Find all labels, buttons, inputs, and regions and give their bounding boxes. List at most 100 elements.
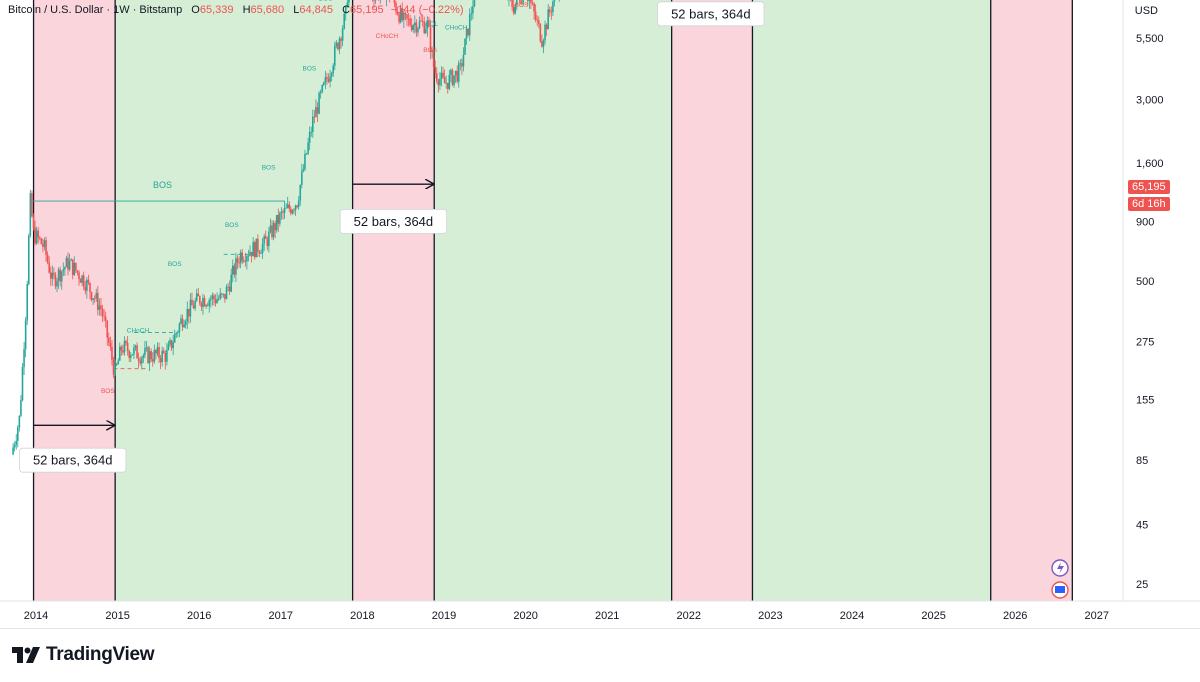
candle-body <box>164 353 167 362</box>
time-tick-label: 2017 <box>269 610 293 622</box>
candle <box>319 89 322 99</box>
candle-body <box>62 269 65 272</box>
candle <box>103 308 105 322</box>
candle <box>329 69 331 88</box>
candle <box>431 46 433 59</box>
candle-body <box>213 295 215 300</box>
candle-body <box>285 207 287 209</box>
candle <box>296 204 298 209</box>
candle <box>122 344 124 356</box>
candle <box>194 297 196 311</box>
candle-body <box>134 345 137 348</box>
price-tick-label: 1,600 <box>1136 158 1164 170</box>
candle <box>297 196 300 210</box>
candle <box>97 285 99 316</box>
candle <box>263 233 265 252</box>
candle-body <box>147 347 149 363</box>
candle <box>332 63 335 77</box>
candle-body <box>120 346 123 351</box>
candle <box>250 251 253 263</box>
candle <box>46 251 49 265</box>
candle <box>451 68 454 87</box>
candle <box>305 152 308 155</box>
candle-body <box>453 75 455 86</box>
candle-body <box>51 272 54 279</box>
candle-body <box>210 299 212 301</box>
candle-body <box>277 215 280 224</box>
cycle-zone-bull <box>752 0 991 601</box>
candle <box>45 236 47 262</box>
candle <box>247 249 250 262</box>
candle <box>236 255 239 270</box>
candle <box>217 295 220 302</box>
candle-body <box>341 28 344 41</box>
candle-body <box>166 349 168 362</box>
candle <box>134 344 137 351</box>
candle <box>282 209 284 220</box>
candle <box>512 0 515 16</box>
tradingview-logo[interactable]: TradingView <box>12 644 155 666</box>
candle-body <box>60 271 63 282</box>
candle <box>18 415 21 432</box>
candle-body <box>65 257 68 268</box>
candle <box>280 207 283 220</box>
candle-body <box>56 280 58 287</box>
candle <box>51 265 54 286</box>
time-tick-label: 2024 <box>840 610 864 622</box>
candle-body <box>282 211 284 213</box>
time-tick-label: 2020 <box>513 610 537 622</box>
candle-body <box>539 23 542 42</box>
candle <box>203 295 206 307</box>
candle-body <box>299 184 302 201</box>
candle <box>183 320 185 329</box>
candle <box>553 0 556 7</box>
candle <box>511 0 513 12</box>
candle <box>173 329 176 343</box>
candle-body <box>235 258 237 275</box>
candle-body <box>239 252 242 264</box>
candle-body <box>393 0 396 3</box>
candle-body <box>399 8 402 23</box>
candle-body <box>319 91 322 94</box>
candle-body <box>263 236 265 244</box>
candle <box>272 220 275 241</box>
candle-body <box>426 20 429 29</box>
candle-body <box>252 242 254 257</box>
candle-body <box>406 14 408 19</box>
candle-body <box>461 63 463 67</box>
candle-body <box>344 6 347 14</box>
price-axis: 5,500 3,000 1,600 900 500 275 155 85 45 25 <box>1136 33 1164 591</box>
candle <box>514 4 517 15</box>
candle <box>539 23 542 43</box>
candle-body <box>304 153 306 170</box>
candle-body <box>514 4 517 14</box>
candle-body <box>324 77 327 83</box>
candle <box>100 297 102 317</box>
symbol-title[interactable]: Bitcoin / U.S. Dollar · 1W · Bitstamp <box>8 4 183 16</box>
price-tick-label: 900 <box>1136 216 1154 228</box>
candle-body <box>516 0 518 5</box>
candle-body <box>21 366 24 401</box>
candle-body <box>530 0 532 4</box>
currency-unit[interactable]: USD <box>1134 5 1158 17</box>
candle-body <box>109 342 112 347</box>
candle-body <box>12 447 14 455</box>
candle-body <box>26 284 29 321</box>
candle-body <box>211 295 214 300</box>
candle <box>186 301 189 329</box>
candle <box>348 0 350 7</box>
candle-body <box>84 286 87 291</box>
time-tick-label: 2022 <box>677 610 701 622</box>
tradingview-logo-icon <box>12 647 40 663</box>
candle-body <box>151 359 154 362</box>
candle-body <box>184 321 187 326</box>
duration-label-bg <box>657 1 765 27</box>
candle <box>373 0 375 9</box>
candle-body <box>410 24 413 30</box>
candle <box>133 343 135 359</box>
candle <box>435 67 438 84</box>
candle-body <box>246 256 248 262</box>
candle-body <box>330 73 333 77</box>
candle <box>197 287 200 297</box>
